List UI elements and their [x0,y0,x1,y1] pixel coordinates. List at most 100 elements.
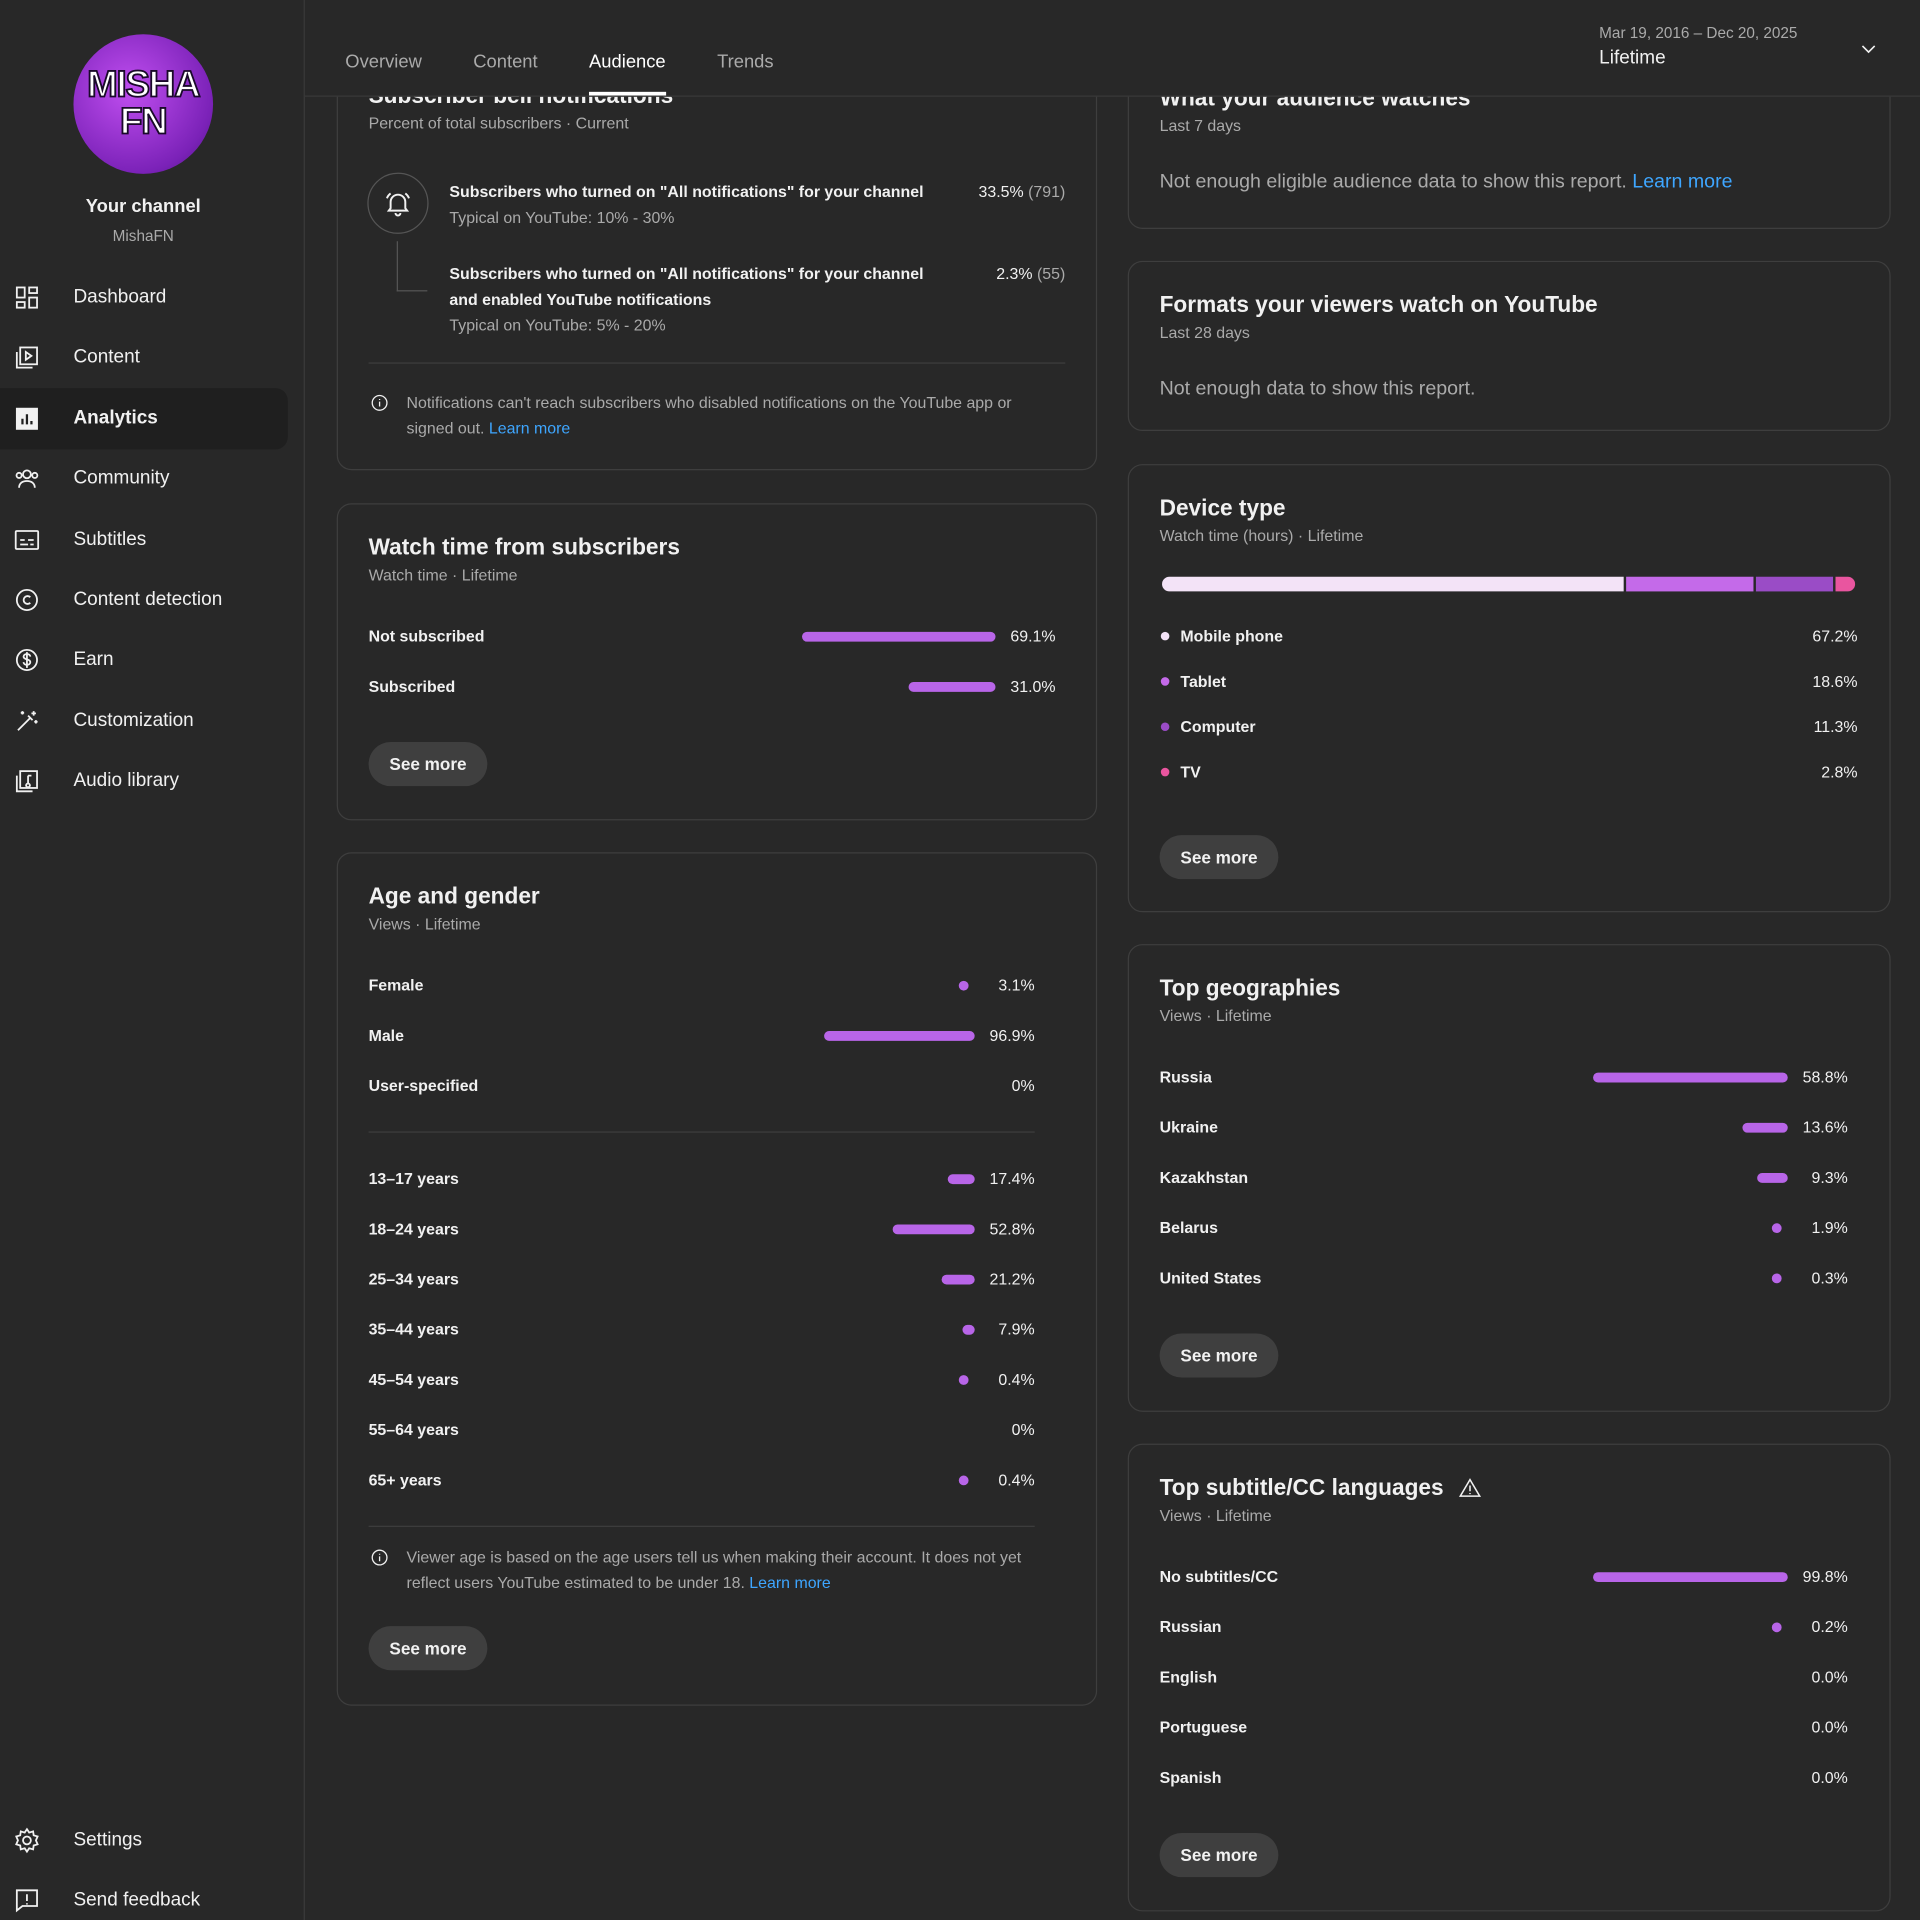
bar-track [824,1030,975,1041]
legend-label: TV [1180,762,1201,782]
row-value: 0.3% [1811,1268,1848,1287]
nav-item[interactable]: Content [0,327,288,388]
bar-track [1593,1072,1788,1082]
channel-label: Your channel [85,195,201,217]
icon-part [1861,45,1876,54]
nav-label: Content detection [73,588,223,610]
bar-rows: Female 3.1% Male 96.9% User-specified 0% 13–17… [368,960,1035,1596]
icon [14,529,40,550]
bar-row: 35–44 years 7.9% [369,1304,1035,1354]
legend-label: Computer [1180,717,1256,736]
icon-part [19,347,38,366]
item-typical: Typical on YouTube: 5% - 20% [449,315,666,335]
divider [368,1131,1035,1133]
see-more-button[interactable]: See more [1159,1833,1279,1878]
bar-row: Spanish 0.0% [1160,1752,1848,1802]
nav-item[interactable]: Customization [0,690,288,751]
learn-more-link[interactable]: Learn more [488,418,571,438]
nav-item[interactable]: Subtitles [0,509,288,570]
row-value: 7.9% [998,1320,1035,1339]
bar [1771,1621,1782,1632]
nav-item[interactable]: Audio library [0,751,288,812]
stacked-segment [1625,576,1754,592]
nav-label: Analytics [73,407,158,429]
icon-part [22,469,32,480]
icon-part [15,301,26,309]
connector [396,241,428,292]
item-count: (55) [1036,264,1066,283]
tab[interactable]: Audience [589,0,666,96]
learn-more-link[interactable]: Learn more [1632,171,1733,193]
nav-label: Dashboard [73,286,167,308]
row-label: User-specified [368,1076,479,1095]
bar-row: 55–64 years 0% [369,1404,1035,1454]
learn-more-link[interactable]: Learn more [749,1573,831,1592]
info-note: Viewer age is based on the age users tel… [369,1544,1035,1595]
item-text: Subscribers who turned on "All notificat… [449,261,939,338]
icon-part [15,649,38,672]
channel-avatar[interactable]: MISHA FN [73,34,214,174]
item-value: 33.5% (791) [939,179,1066,230]
bar-track [1593,1621,1788,1632]
see-more-button[interactable]: See more [368,742,488,787]
tab[interactable]: Overview [345,51,422,73]
row-value: 69.1% [1010,626,1056,646]
tab[interactable]: Trends [717,51,774,73]
bar-row: 18–24 years 52.8% [369,1204,1035,1254]
bar-rows: Not subscribed 69.1% Subscribed 31.0% [369,611,1056,711]
bar [958,980,969,990]
avatar-text: FN [119,101,169,143]
see-more-button[interactable]: See more [368,1626,488,1671]
bar-track [824,1425,975,1435]
see-more-button[interactable]: See more [1159,835,1279,880]
icon [15,286,38,309]
row-label: 18–24 years [368,1219,459,1238]
nav-item[interactable]: Community [0,448,288,509]
nav-label: Earn [73,649,114,671]
card-subtitle: Views · Lifetime [368,914,481,934]
row-value: 3.1% [998,975,1035,995]
row-label: United States [1159,1268,1262,1287]
icon-part [15,286,26,299]
bar-rows: Russia 58.8% Ukraine 13.6% Kazakhstan 9.3% Bel… [1160,1052,1848,1303]
icon-part [15,1889,38,1913]
nav-label: Content [73,347,140,368]
card: Age and gender Views · Lifetime Female 3.1%… [336,852,1098,1706]
card: Top geographies Views · Lifetime Russia 58.… [1127,944,1891,1412]
bar [947,1173,975,1184]
row-label: Male [368,1026,404,1045]
bar-track [802,631,996,642]
bar-row: 25–34 years 21.2% [369,1254,1035,1304]
icon-part [22,595,31,605]
nav-item[interactable]: Content detection [0,569,288,630]
bar [824,1030,975,1041]
row-label: Portuguese [1159,1717,1248,1737]
nav-item[interactable]: Send feedback [0,1870,288,1920]
item-percent: 2.3% [996,264,1033,283]
sidebar: MISHA FN Your channel MishaFN Dashboard Conte… [0,0,305,1920]
bar-row: 13–17 years 17.4% [369,1153,1035,1203]
nav-item[interactable]: Earn [0,630,288,691]
icon [15,469,39,489]
row-value: 0.2% [1811,1617,1848,1636]
note-text: Viewer age is based on the age users tel… [406,1547,1022,1592]
bar [908,681,996,692]
nav-item[interactable]: Analytics [0,387,288,450]
card-subtitle: Watch time · Lifetime [368,565,518,585]
see-more-button[interactable]: See more [1159,1333,1279,1378]
bar-track [1593,1122,1788,1133]
nav-item[interactable]: Dashboard [0,267,288,328]
stacked-segment [1835,576,1856,592]
row-value: 13.6% [1802,1117,1848,1137]
row-value: 1.9% [1811,1218,1848,1237]
nav-item[interactable]: Settings [0,1810,288,1871]
message-text: Not enough data to show this report. [1159,378,1476,400]
row-value: 21.2% [989,1269,1035,1289]
row-value: 0.4% [998,1370,1035,1389]
bar-row: English 0.0% [1160,1652,1848,1702]
date-picker[interactable]: Mar 19, 2016 – Dec 20, 2025 Lifetime [1599,22,1893,81]
tab[interactable]: Content [473,51,538,73]
